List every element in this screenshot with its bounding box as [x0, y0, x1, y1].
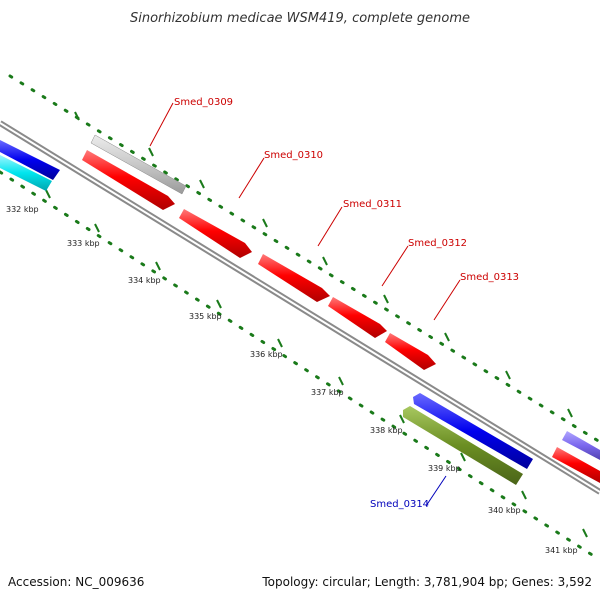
tick-label-335: 335 kbp — [189, 312, 222, 321]
gene-label-smed-0311[interactable]: Smed_0311 — [343, 199, 402, 210]
tick-label-339: 339 kbp — [428, 464, 461, 473]
gene-cyan-left[interactable] — [0, 155, 52, 191]
tick-label-340: 340 kbp — [488, 506, 521, 515]
gene-blue-reverse[interactable] — [413, 393, 533, 469]
inner-scale-line — [0, 170, 600, 562]
tick-label-332: 332 kbp — [6, 205, 39, 214]
gene-smed-0313b[interactable] — [385, 333, 436, 370]
gene-smed-0314[interactable] — [403, 406, 523, 485]
gene-smed-0310[interactable] — [82, 150, 175, 210]
gene-label-smed-0310[interactable]: Smed_0310 — [264, 150, 323, 161]
gene-red-right[interactable] — [552, 447, 600, 483]
gene-smed-0313[interactable] — [328, 297, 387, 338]
tick-label-338: 338 kbp — [370, 426, 403, 435]
gene-label-smed-0309[interactable]: Smed_0309 — [174, 97, 233, 108]
gene-purple-right[interactable] — [562, 431, 600, 460]
gene-label-smed-0313[interactable]: Smed_0313 — [460, 272, 519, 283]
map-title: Sinorhizobium medicae WSM419, complete g… — [130, 11, 470, 26]
gene-smed-0312[interactable] — [258, 254, 330, 302]
topology-text: Topology: circular; Length: 3,781,904 bp… — [261, 575, 592, 589]
tick-label-333: 333 kbp — [67, 239, 100, 248]
tick-label-337: 337 kbp — [311, 388, 344, 397]
tick-label-334: 334 kbp — [128, 276, 161, 285]
gene-label-smed-0314[interactable]: Smed_0314 — [370, 499, 429, 510]
gene-label-smed-0312[interactable]: Smed_0312 — [408, 238, 467, 249]
label-leaders — [149, 102, 461, 507]
accession-text: Accession: NC_009636 — [8, 575, 144, 589]
gene-smed-0311[interactable] — [179, 209, 252, 258]
outer-scale-line — [8, 74, 600, 444]
genome-backbone — [0, 120, 600, 495]
scale-tick-labels: 332 kbp 333 kbp 334 kbp 335 kbp 336 kbp … — [6, 205, 578, 555]
gene-blue-left[interactable] — [0, 140, 60, 180]
tick-label-336: 336 kbp — [250, 350, 283, 359]
gene-smed-0309[interactable] — [90, 134, 187, 195]
tick-label-341: 341 kbp — [545, 546, 578, 555]
